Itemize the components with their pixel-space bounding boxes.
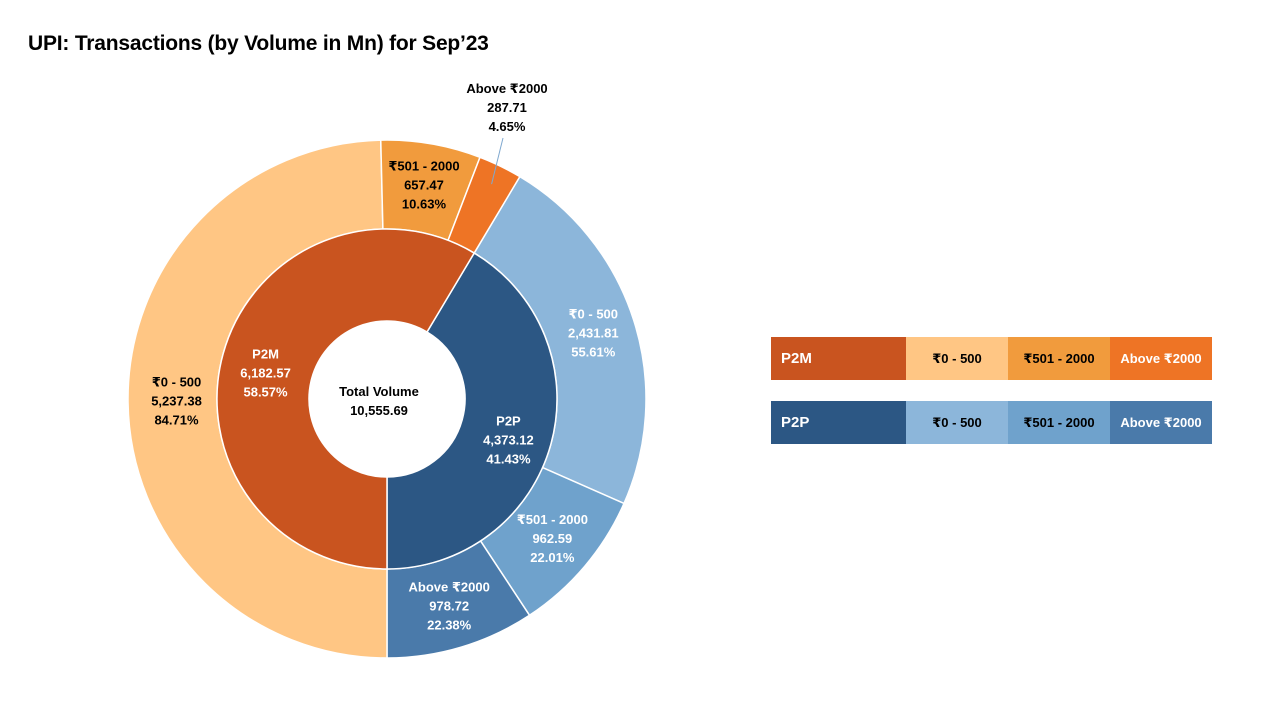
label-p2m-501-2000-value: 657.47 bbox=[404, 178, 444, 193]
label-p2m-above-2000-percent: 4.65% bbox=[489, 119, 526, 134]
legend-item-p2m-0-500: ₹0 - 500 bbox=[906, 337, 1008, 380]
leader-line bbox=[491, 137, 504, 185]
chart-title: UPI: Transactions (by Volume in Mn) for … bbox=[28, 32, 489, 55]
label-p2p-0-500-percent: 55.61% bbox=[571, 344, 616, 359]
label-p2p-0-500-value: 2,431.81 bbox=[568, 325, 619, 340]
label-p2p-above-2000-value: 978.72 bbox=[429, 598, 469, 613]
label-p2m-0-500-percent: 84.71% bbox=[154, 413, 199, 428]
label-p2m-above-2000-value: 287.71 bbox=[487, 100, 527, 115]
legend-item-p2m-above-2000: Above ₹2000 bbox=[1110, 337, 1212, 380]
label-p2p-501-2000-percent: 22.01% bbox=[530, 550, 575, 565]
center-label: Total Volume bbox=[339, 384, 419, 399]
label-p2m-501-2000-name: ₹501 - 2000 bbox=[388, 159, 459, 174]
label-p2p-percent: 41.43% bbox=[486, 452, 531, 467]
legend-item-p2p-0-500: ₹0 - 500 bbox=[906, 401, 1008, 444]
label-p2p-501-2000-name: ₹501 - 2000 bbox=[517, 512, 588, 527]
label-p2m-501-2000-percent: 10.63% bbox=[402, 197, 447, 212]
label-p2m-0-500-name: ₹0 - 500 bbox=[152, 375, 202, 390]
legend-head-p2m: P2M bbox=[771, 337, 906, 380]
label-p2m-name: P2M bbox=[252, 346, 279, 361]
label-p2m-percent: 58.57% bbox=[243, 384, 288, 399]
legend-head-p2p: P2P bbox=[771, 401, 906, 444]
legend-item-p2p-above-2000: Above ₹2000 bbox=[1110, 401, 1212, 444]
label-p2m-value: 6,182.57 bbox=[240, 365, 291, 380]
label-p2p-value: 4,373.12 bbox=[483, 433, 534, 448]
legend-p2p: P2P ₹0 - 500 ₹501 - 2000 Above ₹2000 bbox=[771, 401, 1212, 444]
label-p2p-above-2000-name: Above ₹2000 bbox=[409, 579, 490, 594]
center-hole bbox=[309, 321, 465, 477]
label-p2m-above-2000-name: Above ₹2000 bbox=[466, 81, 547, 96]
legend-p2m: P2M ₹0 - 500 ₹501 - 2000 Above ₹2000 bbox=[771, 337, 1212, 380]
data-labels: P2M 6,182.57 58.57% P2P 4,373.12 41.43% ₹0 - 5… bbox=[151, 81, 618, 632]
outer-ring bbox=[127, 139, 647, 659]
legend-item-p2m-501-2000: ₹501 - 2000 bbox=[1008, 337, 1110, 380]
label-p2m-0-500-value: 5,237.38 bbox=[151, 394, 202, 409]
label-p2p-above-2000-percent: 22.38% bbox=[427, 617, 472, 632]
label-p2p-name: P2P bbox=[496, 414, 521, 429]
legend-item-p2p-501-2000: ₹501 - 2000 bbox=[1008, 401, 1110, 444]
center-total-value: 10,555.69 bbox=[350, 403, 408, 418]
label-p2p-501-2000-value: 962.59 bbox=[532, 531, 572, 546]
label-p2p-0-500-name: ₹0 - 500 bbox=[569, 306, 619, 321]
